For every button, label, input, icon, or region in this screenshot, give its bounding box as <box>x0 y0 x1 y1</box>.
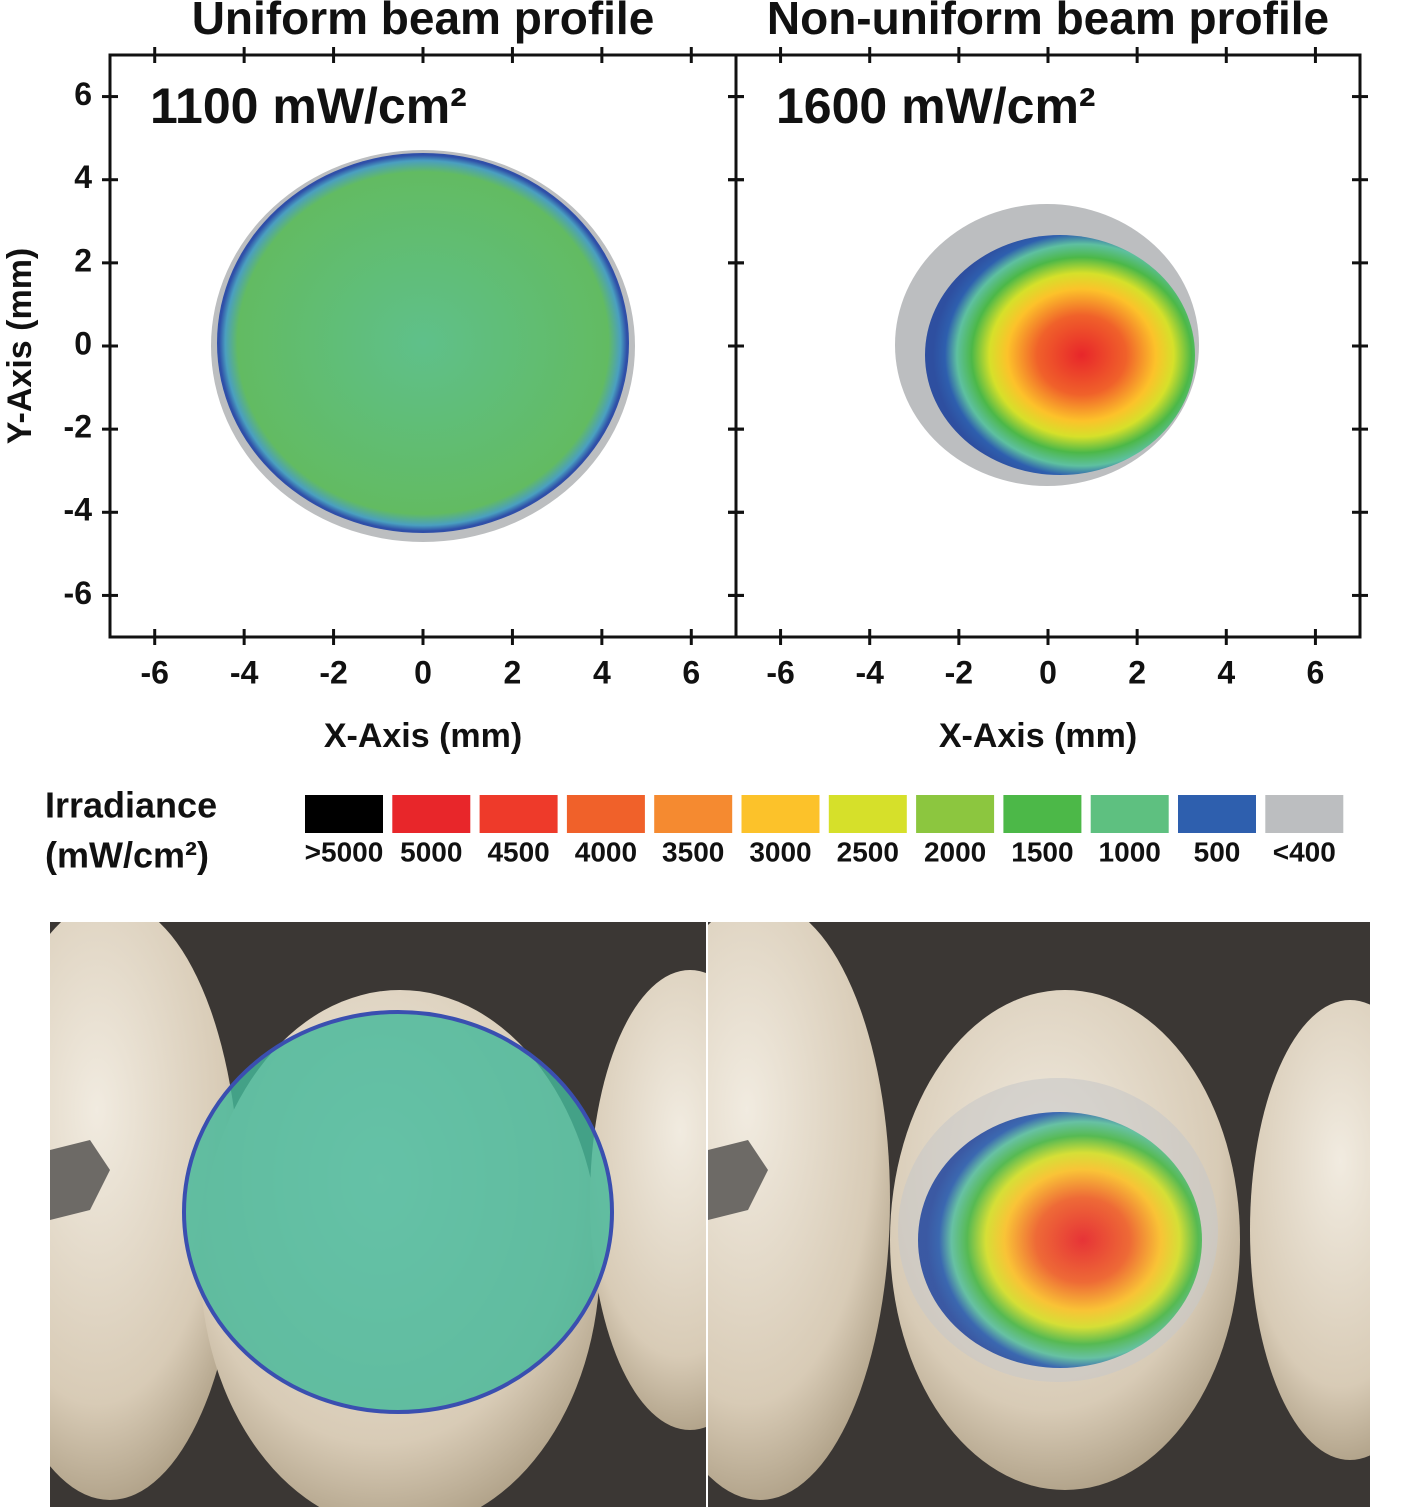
x-tick-label: 4 <box>1217 654 1235 690</box>
y-tick-label: 0 <box>74 325 92 361</box>
y-tick-label: 4 <box>74 159 92 195</box>
x-tick-label: 0 <box>414 654 432 690</box>
x-tick-label: 6 <box>682 654 700 690</box>
panel-title: Non-uniform beam profile <box>767 0 1329 44</box>
legend-swatch <box>916 795 995 833</box>
annotation: 1600 mW/cm² <box>776 78 1096 134</box>
x-tick-label: -4 <box>230 654 259 690</box>
x-tick-label: -2 <box>945 654 973 690</box>
y-tick-label: -4 <box>64 492 93 528</box>
x-tick-label: -2 <box>319 654 347 690</box>
legend-label: >5000 <box>305 836 384 867</box>
y-tick-label: 2 <box>74 242 92 278</box>
legend-label: 2500 <box>837 836 899 867</box>
y-tick-label: -6 <box>64 575 92 611</box>
x-tick-label: 2 <box>504 654 522 690</box>
legend-title: Irradiance <box>45 785 217 826</box>
x-tick-label: 6 <box>1307 654 1325 690</box>
legend-label: 500 <box>1194 836 1241 867</box>
legend-label: 3500 <box>662 836 724 867</box>
legend-label: <400 <box>1273 836 1336 867</box>
legend-label: 1500 <box>1011 836 1073 867</box>
legend-swatch <box>479 795 558 833</box>
uniform-beam <box>211 150 635 542</box>
legend-swatch <box>1003 795 1082 833</box>
legend-swatch <box>828 795 907 833</box>
x-tick-label: 2 <box>1128 654 1146 690</box>
legend-swatch <box>1265 795 1344 833</box>
non-uniform-beam <box>895 204 1199 486</box>
legend-swatch <box>1178 795 1256 833</box>
annotation: 1100 mW/cm² <box>150 78 467 134</box>
legend-label: 4000 <box>575 836 637 867</box>
panel-title: Uniform beam profile <box>192 0 655 44</box>
y-tick-label: -2 <box>64 409 92 445</box>
y-axis-label: Y-Axis (mm) <box>1 248 39 445</box>
legend-swatch <box>1090 795 1169 833</box>
legend-unit: (mW/cm²) <box>45 835 209 876</box>
legend-label: 5000 <box>400 836 462 867</box>
legend-swatch <box>741 795 820 833</box>
legend-swatch <box>392 795 471 833</box>
photo-uniform <box>50 922 706 1507</box>
x-tick-label: 4 <box>593 654 611 690</box>
legend-label: 4500 <box>487 836 549 867</box>
photo-non-uniform <box>708 922 1370 1507</box>
y-tick-label: 6 <box>74 76 92 112</box>
x-tick-label: -6 <box>766 654 794 690</box>
legend-swatch <box>566 795 645 833</box>
x-tick-label: -6 <box>140 654 168 690</box>
x-axis-label: X-Axis (mm) <box>939 717 1137 755</box>
legend-label: 2000 <box>924 836 986 867</box>
legend-label: 3000 <box>749 836 811 867</box>
x-tick-label: 0 <box>1039 654 1057 690</box>
legend-swatch <box>305 795 383 833</box>
legend-swatch <box>654 795 733 833</box>
x-tick-label: -4 <box>855 654 884 690</box>
legend-label: 1000 <box>1099 836 1161 867</box>
x-axis-label: X-Axis (mm) <box>324 717 522 755</box>
